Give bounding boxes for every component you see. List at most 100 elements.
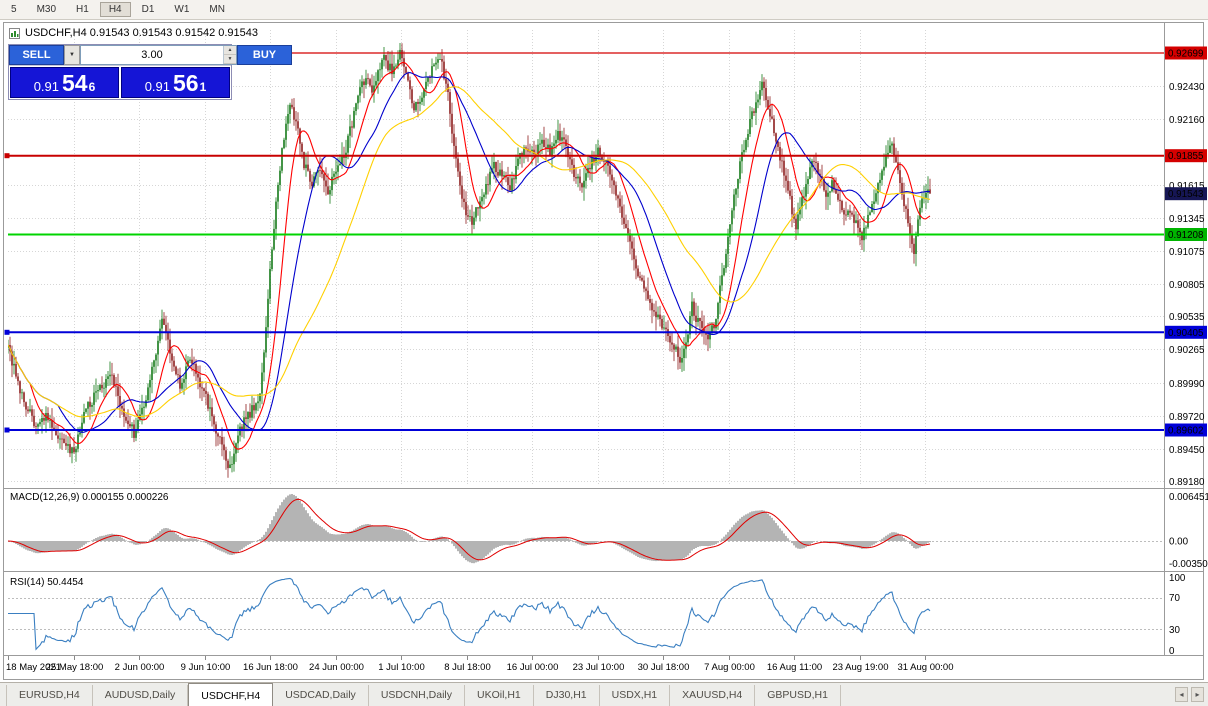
price-axis-label: 0.91345 [1169, 214, 1205, 225]
timeframe-toolbar: 5 M30 H1 H4 D1 W1 MN [0, 0, 1208, 20]
tabs-scroll-right-button[interactable]: ▸ [1191, 687, 1204, 702]
time-axis-label: 25 May 18:00 [46, 662, 104, 673]
rsi-axis-label: 70 [1169, 593, 1180, 604]
macd-axis-label: 0.00 [1169, 537, 1189, 548]
chart-frame [3, 22, 1204, 680]
time-axis-label: 23 Jul 10:00 [573, 662, 625, 673]
price-badge [1165, 325, 1207, 339]
price-axis-label: 0.89720 [1169, 412, 1205, 423]
macd-axis-label: 0.006451 [1169, 492, 1208, 503]
price-axis-label: 0.90535 [1169, 312, 1205, 323]
tab-usdx-h1[interactable]: USDX,H1 [600, 685, 671, 706]
tab-audusd-daily[interactable]: AUDUSD,Daily [93, 685, 189, 706]
chart-symbol-title: USDCHF,H4 0.91543 0.91543 0.91542 0.9154… [9, 27, 258, 39]
candlesticks [8, 43, 931, 478]
timeframe-5[interactable]: 5 [2, 2, 26, 17]
tab-ukoil-h1[interactable]: UKOil,H1 [465, 685, 534, 706]
buy-button[interactable]: BUY [237, 45, 292, 65]
timeframe-mn[interactable]: MN [200, 2, 234, 17]
time-axis-label: 1 Jul 10:00 [378, 662, 424, 673]
macd-signal-line [7, 498, 931, 561]
chart-icon [9, 27, 20, 39]
tab-usdchf-h4[interactable]: USDCHF,H4 [188, 683, 274, 706]
time-axis-label: 16 Jun 18:00 [243, 662, 298, 673]
chart-tabs-bar: EURUSD,H4 AUDUSD,Daily USDCHF,H4 USDCAD,Dai… [0, 682, 1208, 706]
rsi-axis-label: 0 [1169, 646, 1175, 657]
ma-12-line [8, 61, 931, 450]
spin-down-icon: ▼ [227, 56, 233, 62]
price-axis-label: 0.91075 [1169, 247, 1205, 258]
time-axis-label: 30 Jul 18:00 [638, 662, 690, 673]
svg-text:0.91208: 0.91208 [1168, 230, 1204, 241]
price-axis-label: 0.91615 [1169, 181, 1205, 192]
sell-price-display[interactable]: 0.91 54 6 [10, 67, 119, 98]
time-axis-label: 2 Jun 00:00 [115, 662, 165, 673]
lot-size-box: ▲ ▼ [80, 45, 237, 65]
rsi-line [8, 577, 931, 651]
line-edge-marker [4, 427, 10, 433]
time-axis-label: 23 Aug 19:00 [833, 662, 889, 673]
price-badge [1165, 187, 1207, 201]
price-axis-label: 0.92160 [1169, 115, 1205, 126]
scroll-right-icon: ▸ [1195, 690, 1200, 699]
line-edge-marker [4, 329, 10, 335]
tab-gbpusd-h1[interactable]: GBPUSD,H1 [755, 685, 841, 706]
timeframe-h1[interactable]: H1 [67, 2, 98, 17]
price-axis-label: 0.89990 [1169, 379, 1205, 390]
rsi-axis-label: 30 [1169, 625, 1180, 636]
buy-price-display[interactable]: 0.91 56 1 [121, 67, 230, 98]
timeframe-w1[interactable]: W1 [165, 2, 198, 17]
svg-text:0.89602: 0.89602 [1168, 426, 1203, 437]
lot-spinner: ▲ ▼ [223, 46, 236, 64]
tab-eurusd-h4[interactable]: EURUSD,H4 [6, 685, 93, 706]
tab-usdcad-daily[interactable]: USDCAD,Daily [273, 685, 369, 706]
timeframe-d1[interactable]: D1 [133, 2, 164, 17]
trade-controls-row: SELL ▼ ▲ ▼ BUY [9, 45, 292, 66]
sell-price-sup: 6 [88, 80, 96, 94]
sell-price-base: 0.91 [33, 79, 60, 94]
lot-increase-button[interactable]: ▲ [224, 46, 236, 55]
lot-decrease-button[interactable]: ▼ [224, 55, 236, 64]
sell-button[interactable]: SELL [9, 45, 64, 65]
tabs-scroll-left-button[interactable]: ◂ [1175, 687, 1188, 702]
time-axis-label: 8 Jul 18:00 [444, 662, 490, 673]
macd-indicator-label: MACD(12,26,9) 0.000155 0.000226 [10, 492, 169, 503]
line-edge-marker [4, 153, 10, 159]
rsi-axis-label: 100 [1169, 573, 1186, 584]
price-badge [1165, 228, 1207, 241]
tab-xauusd-h4[interactable]: XAUUSD,H4 [670, 685, 756, 706]
sell-price-big: 54 [62, 70, 88, 96]
svg-text:0.90405: 0.90405 [1168, 328, 1204, 339]
svg-text:0.92699: 0.92699 [1168, 49, 1203, 60]
spin-up-icon: ▲ [227, 47, 233, 53]
price-axis-label: 0.92430 [1169, 82, 1205, 93]
time-axis-label: 7 Aug 00:00 [704, 662, 755, 673]
chevron-down-icon: ▼ [69, 52, 75, 58]
price-axis-label: 0.90265 [1169, 345, 1205, 356]
tabs-scroll-arrows: ◂ ▸ [1175, 687, 1204, 702]
price-badge [1165, 149, 1207, 163]
order-options-dropdown[interactable]: ▼ [64, 45, 80, 65]
svg-text:0.91543: 0.91543 [1168, 189, 1204, 200]
timeframe-m30[interactable]: M30 [28, 2, 65, 17]
time-axis-label: 16 Jul 00:00 [507, 662, 559, 673]
buy-price-base: 0.91 [144, 79, 171, 94]
time-axis-label: 31 Aug 00:00 [898, 662, 954, 673]
price-badge [1165, 46, 1207, 60]
buy-price-big: 56 [173, 70, 199, 96]
time-axis-label: 18 May 2021 [6, 662, 61, 673]
timeframe-h4[interactable]: H4 [99, 2, 131, 17]
time-axis-label: 9 Jun 10:00 [181, 662, 231, 673]
tab-usdcnh-daily[interactable]: USDCNH,Daily [369, 685, 465, 706]
tab-dj30-h1[interactable]: DJ30,H1 [534, 685, 600, 706]
trade-prices-row: 0.91 54 6 0.91 56 1 [9, 66, 231, 99]
ma-56-line [8, 86, 931, 418]
price-axis-label: 0.89450 [1169, 445, 1205, 456]
macd-axis-label: -0.00350 [1169, 559, 1208, 570]
lot-size-input[interactable] [81, 46, 223, 64]
macd-histogram [9, 494, 931, 564]
buy-price-sup: 1 [199, 80, 207, 94]
